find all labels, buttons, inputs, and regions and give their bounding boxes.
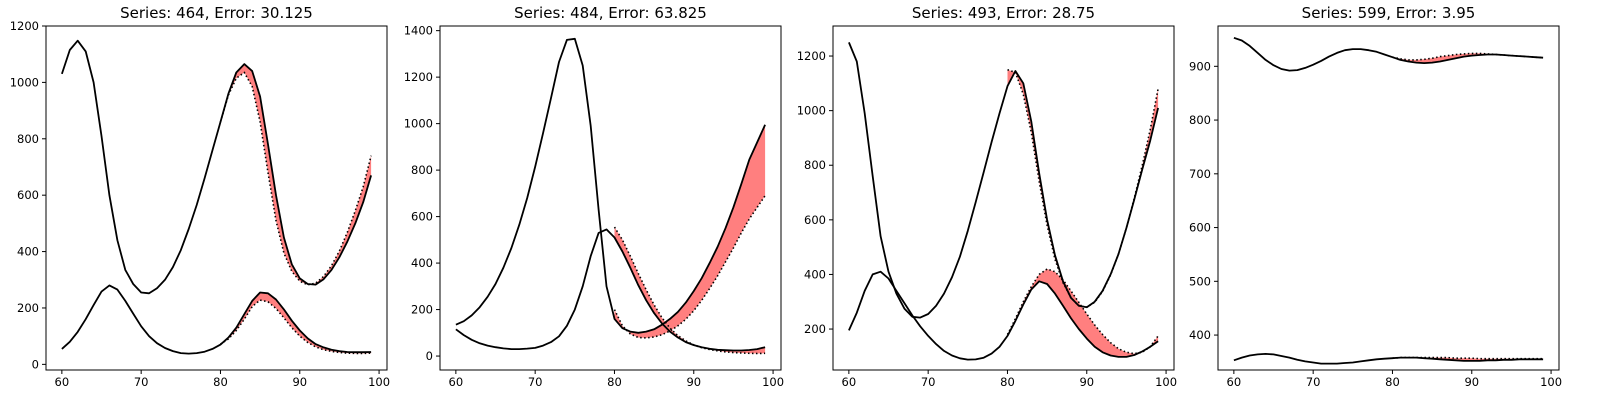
x-tick-label: 90 (292, 375, 307, 389)
x-tick-label: 80 (213, 375, 228, 389)
x-tick-label: 70 (921, 375, 936, 389)
prediction-line (613, 195, 766, 339)
y-tick-label: 800 (1189, 113, 1211, 127)
prediction-line (220, 299, 372, 355)
chart-title: Series: 599, Error: 3.95 (1302, 4, 1476, 22)
plot-area (848, 42, 1159, 361)
x-tick-label: 90 (1464, 375, 1479, 389)
y-tick-label: 600 (411, 210, 433, 224)
x-tick-label: 60 (842, 375, 857, 389)
axes-frame (1217, 25, 1560, 371)
x-tick-label: 90 (686, 375, 701, 389)
y-tick-label: 1200 (797, 49, 826, 63)
y-tick-label: 400 (411, 256, 433, 270)
x-tick-label: 70 (528, 375, 543, 389)
y-tick-label: 400 (17, 245, 39, 259)
x-tick-label: 100 (1540, 375, 1562, 389)
x-tick-label: 60 (55, 375, 70, 389)
prediction-line (1007, 68, 1159, 309)
y-tick-label: 0 (32, 357, 39, 371)
series-line (61, 39, 372, 295)
x-tick-label: 60 (449, 375, 464, 389)
y-tick-label: 1200 (10, 19, 39, 33)
chart-panel-1: 60 70 80 90 100020040060080010001200Series: … (10, 4, 390, 389)
x-tick-label: 100 (1155, 375, 1177, 389)
y-tick-label: 1000 (10, 75, 39, 89)
y-tick-label: 900 (1189, 59, 1211, 73)
y-tick-label: 800 (804, 158, 826, 172)
chart-panel-3: 60 70 80 90 100 200 400 600 800 1000 1200 Series: 4… (797, 4, 1177, 389)
y-tick-label: 600 (17, 188, 39, 202)
error-band (614, 227, 766, 354)
series-line (1233, 36, 1544, 72)
axes-frame (45, 25, 388, 371)
x-tick-label: 80 (1000, 375, 1015, 389)
series-line (1233, 352, 1544, 365)
error-band (614, 124, 766, 338)
y-tick-label: 600 (804, 213, 826, 227)
prediction-line (1392, 52, 1544, 61)
series-line (848, 270, 1159, 361)
y-tick-label: 1000 (404, 117, 433, 131)
chart-title: Series: 464, Error: 30.125 (120, 4, 313, 22)
x-tick-label: 90 (1079, 375, 1094, 389)
chart-panel-2: 60 70 80 90 1000200400600800100012001400Seri… (404, 4, 784, 389)
series-line (61, 284, 372, 355)
plot-area (455, 37, 766, 355)
y-tick-label: 200 (804, 322, 826, 336)
y-tick-label: 1000 (797, 104, 826, 118)
x-tick-label: 80 (1385, 375, 1400, 389)
series-line (848, 42, 1159, 319)
plot-area (1233, 36, 1544, 365)
prediction-line (219, 71, 372, 286)
y-tick-label: 0 (426, 349, 433, 363)
y-tick-label: 500 (1189, 274, 1211, 288)
y-tick-label: 1200 (404, 70, 433, 84)
y-tick-label: 1400 (404, 24, 433, 38)
axes-frame (832, 25, 1175, 371)
error-band (220, 64, 372, 285)
chart-title: Series: 493, Error: 28.75 (912, 4, 1095, 22)
y-tick-label: 400 (804, 267, 826, 281)
series-line (455, 37, 766, 334)
error-band (1392, 53, 1544, 64)
x-tick-label: 80 (607, 375, 622, 389)
chart-title: Series: 484, Error: 63.825 (514, 4, 707, 22)
y-tick-label: 700 (1189, 167, 1211, 181)
axes-frame (439, 25, 782, 371)
series-line (455, 228, 766, 352)
chart-panel-4: 60 70 80 90 100 400 500 600 700 800 900 Series: 599… (1189, 4, 1562, 389)
prediction-line (613, 226, 766, 355)
error-band (1007, 69, 1159, 308)
error-band (1007, 269, 1159, 357)
y-tick-label: 200 (411, 303, 433, 317)
x-tick-label: 100 (368, 375, 390, 389)
y-tick-label: 800 (17, 132, 39, 146)
y-tick-label: 600 (1189, 221, 1211, 235)
x-tick-label: 100 (762, 375, 784, 389)
prediction-line (1392, 356, 1544, 360)
error-band (220, 292, 372, 354)
y-tick-label: 200 (17, 301, 39, 315)
y-tick-label: 400 (1189, 328, 1211, 342)
x-tick-label: 70 (134, 375, 149, 389)
x-tick-label: 60 (1227, 375, 1242, 389)
plot-area (61, 39, 372, 355)
x-tick-label: 70 (1306, 375, 1321, 389)
y-tick-label: 800 (411, 163, 433, 177)
